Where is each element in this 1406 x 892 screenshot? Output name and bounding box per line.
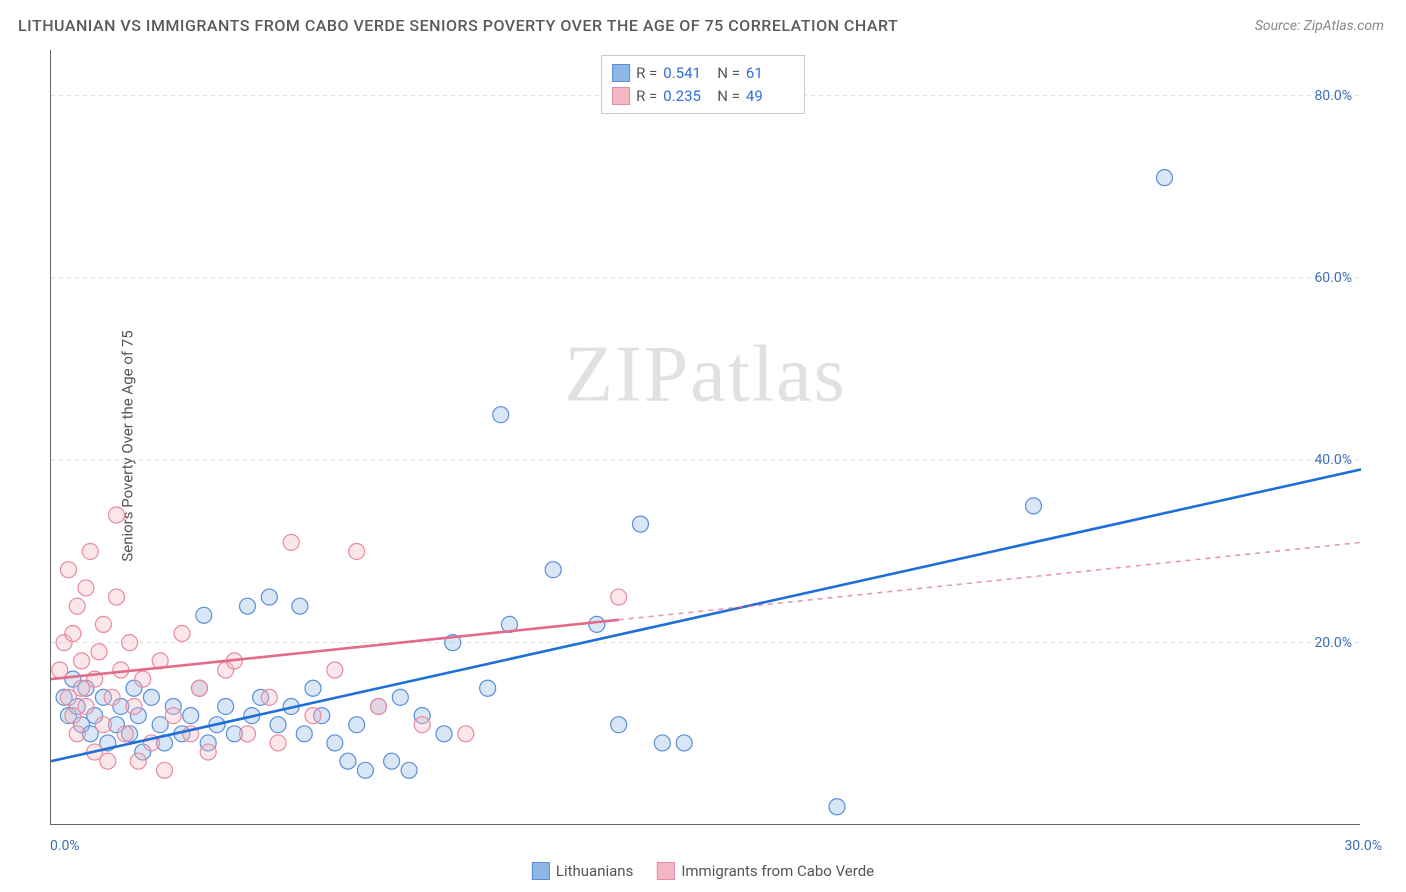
swatch-series1-icon [532,862,550,880]
legend-label-series1: Lithuanians [556,862,633,880]
stats-row-series1: R = 0.541 N = 61 [612,62,794,85]
chart-title: LITHUANIAN VS IMMIGRANTS FROM CABO VERDE… [18,16,898,35]
y-tick-label: 80.0% [1314,88,1352,104]
n-value-series2: 49 [746,85,794,108]
swatch-series1 [612,64,630,82]
legend-item-series1: Lithuanians [532,862,633,880]
x-tick-label-min: 0.0% [50,838,80,854]
stats-legend-box: R = 0.541 N = 61 R = 0.235 N = 49 [601,55,805,114]
swatch-series2 [612,87,630,105]
swatch-series2-icon [657,862,675,880]
legend-label-series2: Immigrants from Cabo Verde [681,862,874,880]
plot-area: ZIPatlas 20.0%40.0%60.0%80.0% [50,50,1360,825]
scatter-svg [51,50,1361,825]
y-tick-label: 20.0% [1314,635,1352,651]
n-label: N = [717,62,740,85]
r-value-series2: 0.235 [663,85,711,108]
bottom-legend: Lithuanians Immigrants from Cabo Verde [532,862,874,880]
source-credit: Source: ZipAtlas.com [1255,18,1384,34]
n-label: N = [717,85,740,108]
r-label: R = [636,62,657,85]
y-tick-label: 60.0% [1314,270,1352,286]
r-label: R = [636,85,657,108]
r-value-series1: 0.541 [663,62,711,85]
x-tick-label-max: 30.0% [1344,838,1382,854]
stats-row-series2: R = 0.235 N = 49 [612,85,794,108]
y-tick-label: 40.0% [1314,452,1352,468]
n-value-series1: 61 [746,62,794,85]
legend-item-series2: Immigrants from Cabo Verde [657,862,874,880]
